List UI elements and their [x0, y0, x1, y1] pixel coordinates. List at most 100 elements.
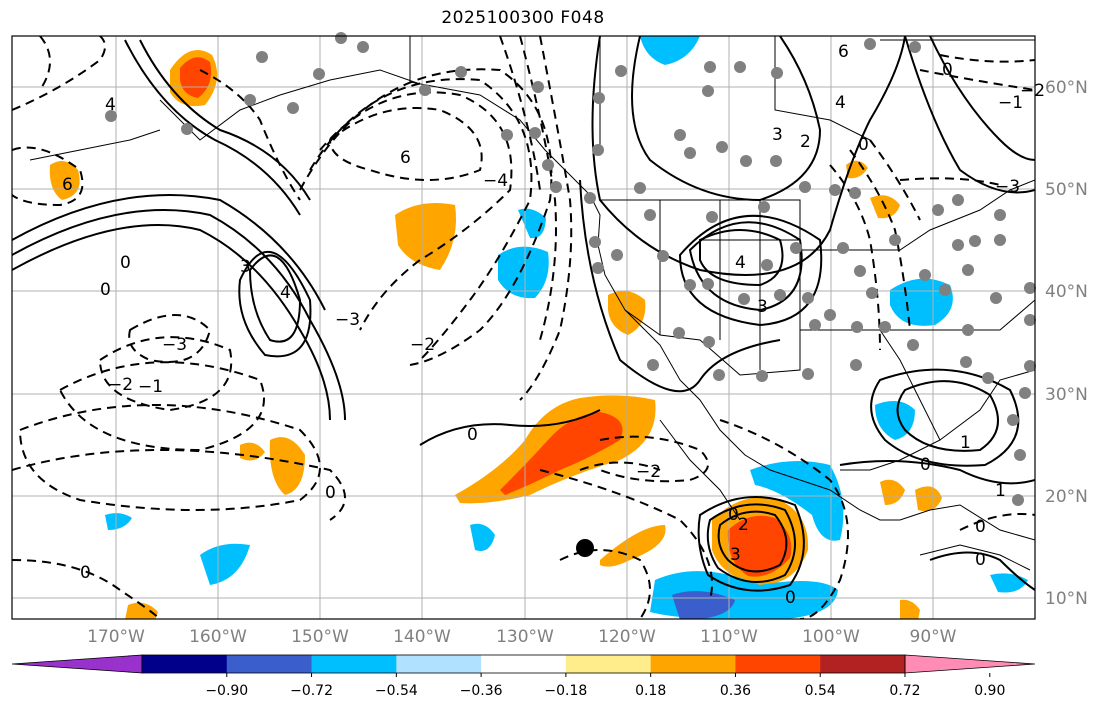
graticule [12, 36, 1035, 619]
contour-labels: 6 6 4 4 3 0 0 −3 −2 −1 −2 −3 0 0 −4 0 −2… [62, 42, 1045, 608]
shade-blue-top [640, 36, 700, 65]
shade-blue-sw2 [105, 513, 132, 530]
shade-blue-pr [990, 573, 1028, 593]
clab: −4 [483, 171, 508, 191]
shade-orange-gulf [395, 202, 456, 270]
shade-orange-w [49, 161, 80, 200]
clab: −3 [995, 177, 1020, 197]
shade-red-band [500, 412, 623, 495]
clab: −2 [410, 335, 435, 355]
colorbar-tick-label: 0.36 [720, 683, 751, 699]
colorbar-tick-label: 0.18 [635, 683, 666, 699]
station-dots [105, 32, 1036, 506]
shade-orange-hi [269, 437, 305, 495]
clab: 4 [735, 253, 746, 273]
colorbar-frame [141, 654, 906, 674]
clab: 0 [100, 280, 111, 300]
colorbar-segment [820, 655, 906, 673]
clab: 6 [62, 175, 73, 195]
colorbar: −0.90 −0.72 −0.54 −0.36 −0.18 0.18 0.36 0.54 0.7… [11, 654, 1036, 699]
lat-label: 10°N [1045, 589, 1088, 609]
colorbar-tick-label: 0.54 [805, 683, 836, 699]
clab: 0 [120, 253, 131, 273]
colorbar-tick-label: −0.18 [544, 683, 587, 699]
shade-red-hurricane [727, 515, 792, 577]
lat-label: 40°N [1045, 282, 1088, 302]
clab: −3 [335, 310, 360, 330]
colorbar-segment [650, 655, 736, 673]
latitude-labels: 60°N 50°N 40°N 30°N 20°N 10°N [1045, 78, 1088, 609]
lat-label: 30°N [1045, 385, 1088, 405]
shaded-anomalies [49, 36, 1028, 619]
lon-label: 110°W [700, 627, 758, 647]
colorbar-tick-label: −0.72 [290, 683, 333, 699]
lon-label: 150°W [291, 627, 349, 647]
lat-label: 20°N [1045, 487, 1088, 507]
clab: 0 [858, 135, 869, 155]
lat-label: 60°N [1045, 78, 1088, 98]
colorbar-segment [396, 655, 482, 673]
shade-orange-hi2 [240, 442, 265, 461]
clab: 1 [960, 433, 971, 453]
shade-orange-tiny [900, 599, 920, 619]
clab: 0 [920, 455, 931, 475]
longitude-labels: 170°W 160°W 150°W 140°W 130°W 120°W 110°… [87, 627, 957, 647]
shade-blue-pac [498, 246, 549, 299]
colorbar-tick-label: −0.36 [460, 683, 503, 699]
shade-orange-sw [125, 602, 158, 619]
map-frame [11, 35, 1036, 620]
colorbar-segment [735, 655, 821, 673]
clab: 0 [785, 588, 796, 608]
lon-label: 160°W [189, 627, 247, 647]
colorbar-tick-label: −0.90 [205, 683, 248, 699]
lon-label: 90°W [910, 627, 957, 647]
shade-blue-sw1 [200, 543, 250, 585]
lon-label: 120°W [598, 627, 656, 647]
clab: −2 [108, 375, 133, 395]
clab: 1 [995, 481, 1006, 501]
clab: 6 [400, 148, 411, 168]
colorbar-tick-label: −0.54 [375, 683, 418, 699]
clab: −1 [998, 93, 1023, 113]
lon-label: 170°W [87, 627, 145, 647]
clab: 2 [800, 132, 811, 152]
lon-label: 130°W [496, 627, 554, 647]
colorbar-extend-low [11, 654, 143, 674]
clab: 0 [975, 517, 986, 537]
clab: 3 [772, 125, 783, 145]
clab: 0 [467, 425, 478, 445]
contours [12, 36, 1035, 619]
shade-blue-sw3 [470, 523, 495, 551]
clab: −2 [636, 462, 661, 482]
colorbar-tick-label: 0.90 [974, 683, 1005, 699]
clab: 4 [105, 95, 116, 115]
shade-red-nw [180, 57, 212, 98]
colorbar-segment [311, 655, 397, 673]
shade-orange-carib [880, 479, 905, 505]
clab: −3 [162, 335, 187, 355]
lon-label: 100°W [802, 627, 860, 647]
clab: 0 [80, 563, 91, 583]
colorbar-segment [565, 655, 652, 673]
clab: 0 [975, 550, 986, 570]
clab: 3 [757, 297, 768, 317]
colorbar-segment [481, 655, 567, 673]
clab: 0 [728, 505, 739, 525]
storm-marker [576, 539, 594, 557]
clab: −2 [1020, 81, 1045, 101]
colorbar-extend-high [904, 654, 1036, 674]
lon-label: 140°W [393, 627, 451, 647]
shade-orange-tail [600, 525, 666, 567]
clab: 6 [838, 42, 849, 62]
colorbar-segment [226, 655, 313, 673]
colorbar-tick-label: 0.72 [889, 683, 920, 699]
map-title: 2025100300 F048 [441, 8, 605, 28]
clab: 2 [738, 515, 749, 535]
clab: 0 [325, 483, 336, 503]
shade-blue-mex [750, 461, 844, 541]
lat-label: 50°N [1045, 180, 1088, 200]
colorbar-segment [142, 655, 228, 673]
shade-orange-carib2 [915, 486, 942, 512]
clab: −1 [138, 377, 163, 397]
